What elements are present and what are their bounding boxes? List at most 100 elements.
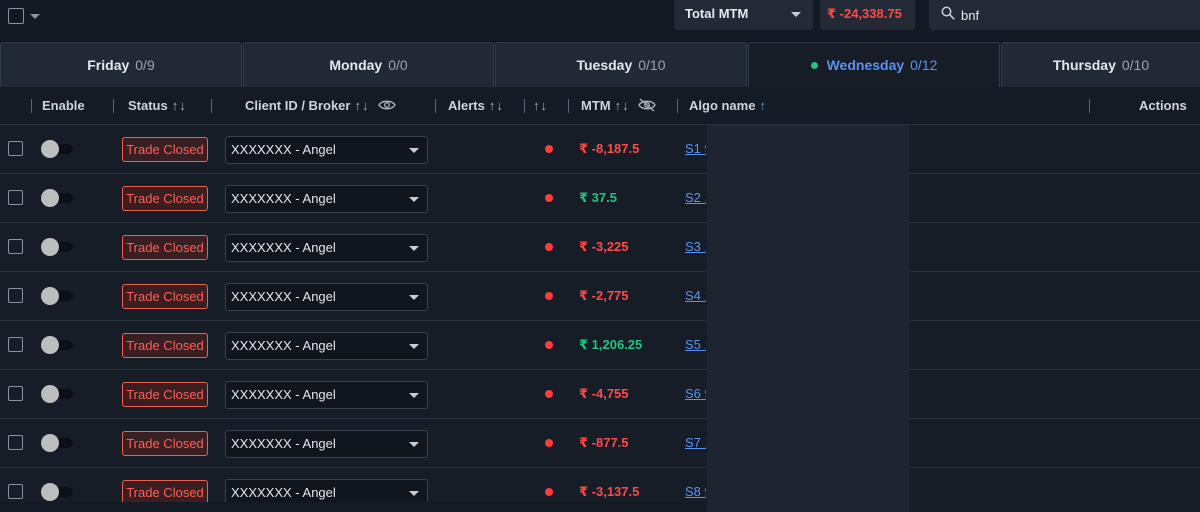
alert-status-dot (545, 439, 553, 447)
mtm-value: ₹ -877.5 (579, 435, 629, 450)
mtm-value: ₹ 37.5 (579, 190, 617, 205)
chevron-down-icon (409, 344, 419, 349)
horizontal-scrollbar[interactable] (0, 502, 707, 512)
enable-toggle[interactable] (41, 189, 73, 207)
column-algo[interactable]: Algo name ↑ (689, 98, 767, 113)
client-broker-value: XXXXXXX - Angel (231, 387, 336, 402)
mtm-type-select[interactable]: Total MTM (674, 0, 813, 30)
row-checkbox[interactable] (8, 435, 23, 450)
toggle-knob (41, 238, 59, 256)
client-broker-select[interactable]: XXXXXXX - Angel (225, 430, 428, 458)
tab-wednesday[interactable]: Wednesday 0/12 (748, 42, 1000, 87)
row-checkbox[interactable] (8, 288, 23, 303)
chevron-down-icon[interactable] (30, 14, 40, 19)
row-checkbox[interactable] (8, 484, 23, 499)
chevron-down-icon (409, 295, 419, 300)
column-mtm[interactable]: MTM ↑↓ (581, 98, 657, 113)
status-badge: Trade Closed (122, 235, 208, 260)
table-row: Trade Closed XXXXXXX - Angel ₹ -877.5 S7… (0, 419, 1200, 468)
algo-popover-panel (707, 125, 909, 512)
column-alerts[interactable]: Alerts ↑↓ (448, 98, 504, 113)
column-divider (568, 99, 569, 113)
sort-arrows-icon[interactable]: ↑↓ (354, 98, 370, 113)
column-alert-dot[interactable]: ↑↓ (533, 98, 548, 113)
tab-thursday[interactable]: Thursday 0/10 (1001, 42, 1200, 87)
toggle-knob (41, 336, 59, 354)
row-checkbox[interactable] (8, 239, 23, 254)
row-checkbox[interactable] (8, 337, 23, 352)
alert-status-dot (545, 341, 553, 349)
enable-toggle[interactable] (41, 434, 73, 452)
client-broker-select[interactable]: XXXXXXX - Angel (225, 185, 428, 213)
row-checkbox[interactable] (8, 386, 23, 401)
toggle-knob (41, 140, 59, 158)
tab-count: 0/9 (135, 57, 155, 73)
client-broker-select[interactable]: XXXXXXX - Angel (225, 381, 428, 409)
row-checkbox[interactable] (8, 190, 23, 205)
enable-toggle[interactable] (41, 336, 73, 354)
enable-toggle[interactable] (41, 483, 73, 501)
algo-name-link[interactable]: S6 9 (685, 386, 706, 401)
algo-name-link[interactable]: S4 1 (685, 288, 706, 303)
row-checkbox[interactable] (8, 141, 23, 156)
status-badge: Trade Closed (122, 137, 208, 162)
tab-friday[interactable]: Friday 0/9 (0, 42, 242, 87)
mtm-value: ₹ -4,755 (579, 386, 629, 401)
top-toolbar: Total MTM ₹ -24,338.75 (0, 0, 1200, 42)
column-mtm-label: MTM (581, 98, 611, 113)
tab-count: 0/10 (1121, 57, 1150, 73)
algo-name-link[interactable]: S3 1 (685, 239, 706, 254)
toggle-track (47, 389, 73, 399)
enable-toggle[interactable] (41, 140, 73, 158)
eye-icon[interactable] (378, 99, 396, 111)
tab-tuesday[interactable]: Tuesday 0/10 (495, 42, 747, 87)
algo-name-link[interactable]: S1 9 (685, 141, 706, 156)
eye-off-icon[interactable] (638, 98, 657, 112)
tab-name: Tuesday (576, 57, 633, 73)
client-broker-select[interactable]: XXXXXXX - Angel (225, 234, 428, 262)
sort-up-icon[interactable]: ↑ (759, 98, 767, 113)
enable-toggle[interactable] (41, 385, 73, 403)
toggle-knob (41, 434, 59, 452)
client-broker-select[interactable]: XXXXXXX - Angel (225, 136, 428, 164)
table-row: Trade Closed XXXXXXX - Angel ₹ -2,775 S4… (0, 272, 1200, 321)
toggle-knob (41, 287, 59, 305)
column-divider (113, 99, 114, 113)
chevron-down-icon (409, 197, 419, 202)
enable-toggle[interactable] (41, 287, 73, 305)
algo-name-link[interactable]: S5 1 (685, 337, 706, 352)
mtm-value: ₹ -3,137.5 (579, 484, 640, 499)
chevron-down-icon (409, 393, 419, 398)
table-row: Trade Closed XXXXXXX - Angel ₹ 37.5 S2 1 (0, 174, 1200, 223)
sort-arrows-icon[interactable]: ↑↓ (533, 98, 548, 113)
status-badge: Trade Closed (122, 333, 208, 358)
algo-name-link[interactable]: S7 1 (685, 435, 706, 450)
sort-arrows-icon[interactable]: ↑↓ (614, 98, 630, 113)
table-row: Trade Closed XXXXXXX - Angel ₹ -8,187.5 … (0, 125, 1200, 174)
toggle-track (47, 487, 73, 497)
client-broker-select[interactable]: XXXXXXX - Angel (225, 283, 428, 311)
tab-count: 0/10 (638, 57, 666, 73)
client-broker-value: XXXXXXX - Angel (231, 338, 336, 353)
search-box[interactable] (929, 0, 1200, 30)
alert-status-dot (545, 243, 553, 251)
toggle-knob (41, 483, 59, 501)
toggle-track (47, 340, 73, 350)
enable-toggle[interactable] (41, 238, 73, 256)
sort-arrows-icon[interactable]: ↑↓ (171, 98, 187, 113)
toggle-track (47, 291, 73, 301)
column-client[interactable]: Client ID / Broker ↑↓ (245, 98, 396, 113)
column-status[interactable]: Status ↑↓ (128, 98, 187, 113)
sort-arrows-icon[interactable]: ↑↓ (488, 98, 504, 113)
client-broker-select[interactable]: XXXXXXX - Angel (225, 332, 428, 360)
column-algo-label: Algo name (689, 98, 756, 113)
algo-name-link[interactable]: S8 9 (685, 484, 706, 499)
search-input[interactable] (961, 4, 1181, 26)
algo-name-link[interactable]: S2 1 (685, 190, 706, 205)
column-client-label: Client ID / Broker (245, 98, 351, 113)
tab-monday[interactable]: Monday 0/0 (243, 42, 494, 87)
select-all-checkbox[interactable] (8, 8, 24, 24)
mtm-value: ₹ -2,775 (579, 288, 629, 303)
column-status-label: Status (128, 98, 168, 113)
chevron-down-icon (409, 491, 419, 496)
